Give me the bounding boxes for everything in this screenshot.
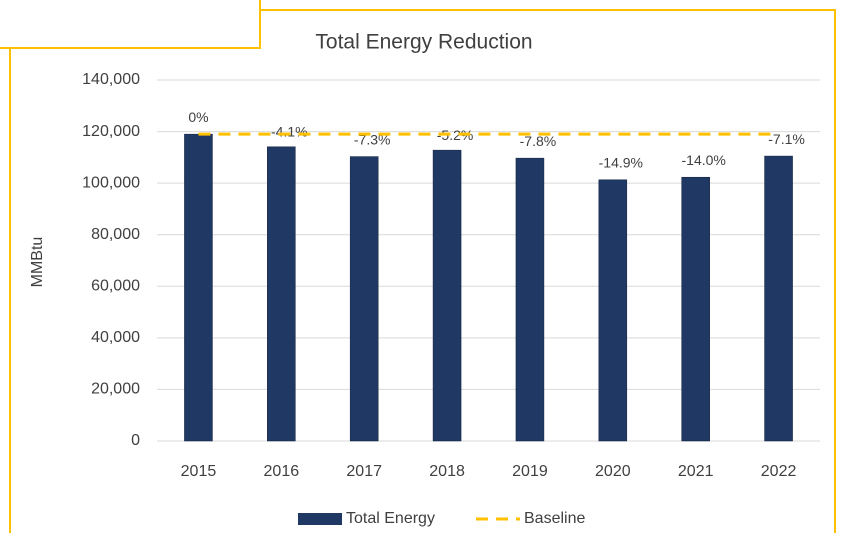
legend-swatch — [298, 513, 342, 525]
y-tick-label: 80,000 — [91, 226, 140, 243]
y-tick-label: 140,000 — [82, 71, 140, 88]
x-tick-label: 2021 — [678, 463, 714, 480]
y-tick-label: 100,000 — [82, 174, 140, 191]
frame — [9, 9, 836, 533]
x-tick-label: 2020 — [595, 463, 631, 480]
legend-label: Total Energy — [346, 510, 435, 527]
chart-title: Total Energy Reduction — [315, 31, 532, 54]
x-tick-label: 2016 — [264, 463, 300, 480]
bar-label: -14.9% — [599, 154, 643, 170]
bar-label: -4.1% — [271, 123, 308, 139]
bar-label: -7.1% — [768, 131, 805, 147]
bar-label: -7.8% — [520, 133, 557, 149]
bar — [598, 179, 628, 442]
frame-corner — [0, 0, 261, 49]
bar-label: -14.0% — [682, 152, 726, 168]
bar — [681, 176, 710, 442]
x-tick-label: 2015 — [181, 463, 217, 480]
legend-label: Baseline — [524, 510, 585, 527]
bar — [432, 149, 462, 442]
bar-label: 0% — [188, 109, 208, 125]
bar — [764, 155, 793, 442]
x-tick-label: 2017 — [346, 463, 382, 480]
bar — [515, 157, 545, 442]
bar — [184, 133, 213, 442]
y-axis-label: MMBtu — [29, 237, 46, 288]
y-tick-label: 0 — [131, 432, 140, 449]
y-tick-label: 20,000 — [91, 381, 140, 398]
x-tick-label: 2022 — [761, 463, 797, 480]
y-tick-label: 60,000 — [91, 278, 140, 295]
x-tick-label: 2019 — [512, 463, 548, 480]
bar — [349, 156, 379, 442]
y-tick-label: 120,000 — [82, 123, 140, 140]
y-tick-label: 40,000 — [91, 329, 140, 346]
bar — [267, 146, 296, 442]
x-tick-label: 2018 — [429, 463, 465, 480]
bar-label: -5.2% — [437, 127, 474, 143]
